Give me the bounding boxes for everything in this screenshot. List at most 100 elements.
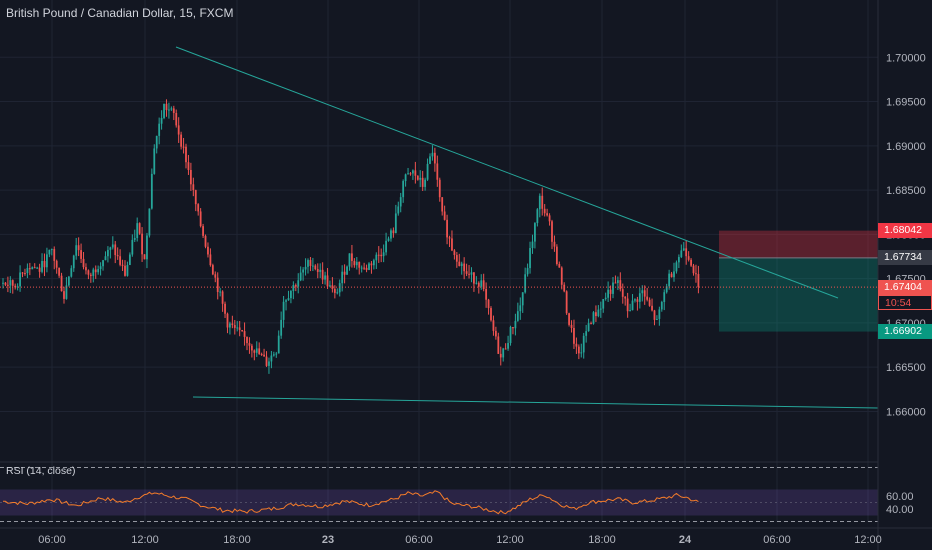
candle-body bbox=[211, 265, 214, 275]
candle-body bbox=[165, 103, 168, 111]
candle-body bbox=[629, 310, 631, 312]
candle-body bbox=[675, 262, 678, 272]
candle-body bbox=[360, 267, 363, 269]
candle-body bbox=[697, 274, 700, 288]
candle-body bbox=[272, 354, 275, 356]
candle-body bbox=[375, 254, 378, 261]
candle-body bbox=[192, 184, 195, 191]
chart-title: British Pound / Canadian Dollar, 15, FXC… bbox=[6, 6, 234, 20]
candle-body bbox=[221, 291, 224, 304]
candle-body bbox=[587, 323, 590, 332]
candle-body bbox=[253, 350, 256, 353]
bar-countdown-label: 10:54 bbox=[878, 294, 932, 310]
candle-body bbox=[409, 173, 412, 175]
candle-body bbox=[275, 353, 278, 355]
time-tick-label: 18:00 bbox=[588, 534, 616, 546]
candle-body bbox=[111, 244, 114, 248]
candle-body bbox=[128, 254, 131, 266]
candle-body bbox=[277, 335, 280, 354]
candle-body bbox=[521, 292, 524, 306]
candle-body bbox=[368, 263, 370, 270]
candle-body bbox=[307, 260, 309, 267]
candle-body bbox=[231, 323, 234, 326]
candle-body bbox=[338, 283, 341, 293]
candle-body bbox=[250, 345, 253, 351]
candle-body bbox=[148, 208, 151, 236]
candle-body bbox=[333, 288, 336, 293]
candle-body bbox=[458, 261, 461, 267]
position-zones[interactable] bbox=[719, 230, 878, 332]
candle-body bbox=[60, 275, 63, 292]
trendlines[interactable] bbox=[0, 46, 879, 409]
candle-body bbox=[438, 179, 441, 198]
candle-body bbox=[14, 285, 17, 288]
candle-body bbox=[624, 296, 627, 299]
time-axis[interactable]: 06:00 12:00 18:00 23 06:00 12:00 18:00 24 06:00 1… bbox=[0, 527, 932, 546]
candle-body bbox=[497, 336, 500, 354]
rsi-tick-label: 40.00 bbox=[886, 504, 914, 516]
time-tick-label: 06:00 bbox=[763, 534, 791, 546]
candle-body bbox=[477, 282, 480, 287]
candle-body bbox=[363, 267, 366, 269]
candle-body bbox=[685, 248, 688, 257]
candle-body bbox=[543, 208, 546, 214]
candle-body bbox=[394, 213, 397, 234]
price-tick-label: 1.69500 bbox=[886, 97, 926, 109]
candle-body bbox=[548, 215, 551, 222]
candle-body bbox=[468, 273, 470, 275]
candle-body bbox=[609, 289, 612, 294]
candle-body bbox=[285, 300, 287, 302]
candle-body bbox=[80, 250, 82, 259]
candle-body bbox=[534, 223, 536, 242]
candle-body bbox=[58, 267, 61, 276]
candle-body bbox=[175, 112, 178, 126]
candle-body bbox=[4, 282, 7, 285]
candle-body bbox=[592, 312, 595, 324]
candle-body bbox=[416, 175, 419, 180]
candle-body bbox=[582, 335, 585, 353]
rsi-tick-label: 60.00 bbox=[886, 491, 914, 503]
candle-body bbox=[387, 238, 390, 241]
candle-body bbox=[541, 195, 544, 209]
candle-body bbox=[480, 280, 483, 287]
candle-body bbox=[380, 254, 383, 257]
candle-body bbox=[104, 256, 107, 261]
candle-body bbox=[329, 285, 331, 287]
candle-body bbox=[668, 273, 671, 287]
candle-body bbox=[97, 269, 100, 273]
candle-body bbox=[426, 163, 429, 180]
candle-body bbox=[646, 296, 649, 300]
candle-body bbox=[131, 239, 134, 255]
candle-body bbox=[314, 265, 317, 270]
candle-body bbox=[87, 270, 90, 275]
candle-body bbox=[682, 248, 685, 251]
candle-body bbox=[436, 163, 439, 180]
candle-body bbox=[43, 260, 46, 268]
candle-body bbox=[475, 282, 478, 284]
candle-body bbox=[365, 267, 368, 270]
candle-body bbox=[21, 272, 24, 274]
candle-body bbox=[248, 343, 251, 346]
candle-body bbox=[143, 254, 146, 260]
candle-body bbox=[282, 301, 285, 320]
candle-body bbox=[512, 327, 514, 329]
candle-body bbox=[412, 170, 414, 174]
candle-body bbox=[6, 284, 9, 286]
candle-body bbox=[651, 305, 653, 311]
candle-body bbox=[63, 291, 65, 299]
candle-body bbox=[194, 190, 197, 205]
candle-body bbox=[665, 286, 668, 293]
candle-body bbox=[670, 273, 673, 278]
candle-body bbox=[146, 235, 148, 260]
candle-body bbox=[516, 311, 519, 321]
candle-body bbox=[187, 162, 190, 170]
rsi-indicator-label[interactable]: RSI (14, close) bbox=[6, 465, 76, 477]
candle-body bbox=[72, 255, 75, 269]
candle-body bbox=[607, 289, 610, 298]
candle-body bbox=[150, 173, 153, 209]
candle-body bbox=[612, 282, 614, 294]
candle-body bbox=[504, 348, 507, 350]
candle-body bbox=[92, 269, 95, 276]
support-trendline bbox=[192, 396, 879, 409]
